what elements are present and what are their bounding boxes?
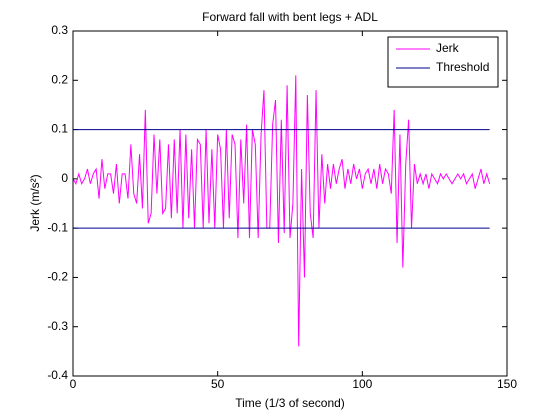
y-tick-label: 0.3	[51, 23, 68, 37]
series-line	[73, 129, 490, 229]
legend-label: Jerk	[436, 41, 460, 55]
axes-box	[72, 30, 508, 377]
y-tick-label: 0	[61, 171, 68, 185]
x-tick-label: 150	[497, 377, 517, 391]
legend-label: Threshold	[436, 60, 489, 74]
y-tick-label: -0.1	[47, 220, 68, 234]
x-tick-label: 50	[211, 377, 225, 391]
chart-title: Forward fall with bent legs + ADL	[202, 10, 378, 24]
series-line	[72, 75, 491, 347]
legend-box	[387, 36, 499, 88]
x-tick-label: 100	[352, 377, 372, 391]
y-tick-label: 0.2	[51, 72, 68, 86]
y-axis-label: Jerk (m/s²)	[28, 174, 42, 231]
y-tick-label: -0.3	[47, 319, 68, 333]
y-tick-label: -0.4	[47, 368, 68, 382]
y-tick-label: -0.2	[47, 270, 68, 284]
x-axis-label: Time (1/3 of second)	[235, 396, 345, 410]
x-tick-label: 0	[70, 377, 77, 391]
y-tick-label: 0.1	[51, 122, 68, 136]
